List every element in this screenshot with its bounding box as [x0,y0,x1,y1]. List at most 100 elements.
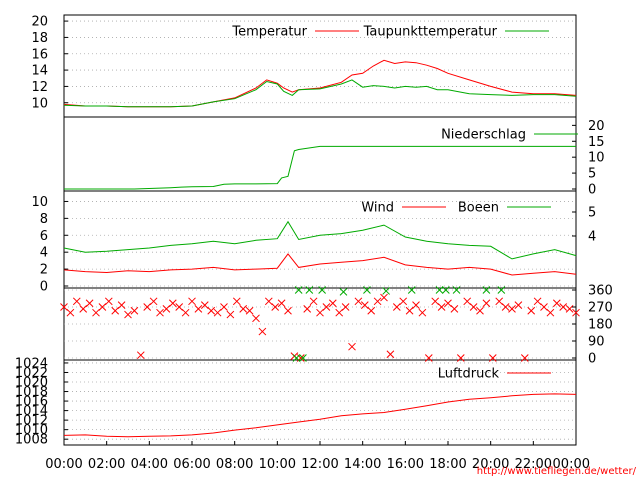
x-tick-label: 22:00 [515,457,552,472]
direction-marker-red [386,350,395,359]
direction-marker-green [482,286,491,294]
direction-marker-red [162,305,171,313]
marker-stroke [181,308,190,317]
marker-stroke [305,286,314,294]
y-tick-label-wind: 0 [40,280,48,295]
series-line-taupunkttemperatur [63,79,577,108]
x-tick-label: 16:00 [387,457,424,472]
marker-stroke [143,303,152,311]
x-tick-label: 02:00 [88,457,125,472]
direction-marker-red [252,314,260,323]
marker-stroke [450,305,459,313]
direction-marker-red [194,305,203,313]
direction-marker-red [168,299,177,308]
y-tick-label-temperature: 16 [31,47,48,62]
marker-stroke [175,303,184,311]
marker-stroke [527,306,536,315]
marker-stroke [482,286,491,294]
y-tick-label-temperature: 20 [31,15,48,30]
right-tick-label-wind_direction: 270 [588,301,613,316]
direction-marker-red [72,297,81,306]
direction-marker-red [412,301,420,309]
y-tick-label-wind: 6 [40,229,48,244]
marker-stroke [565,305,574,313]
y-tick-label-pressure: 1014 [15,404,48,419]
marker-stroke [572,308,580,317]
marker-stroke [546,308,555,317]
marker-stroke [424,354,433,362]
marker-stroke [72,297,81,306]
direction-marker-red [181,308,190,317]
direction-marker-green [292,354,301,362]
marker-stroke [194,305,203,313]
legend-label-luftdruck: Luftdruck [438,367,500,382]
direction-marker-red [463,297,472,306]
marker-stroke [303,305,312,313]
direction-marker-red [277,299,286,308]
right-tick-label-wind_direction: 90 [588,335,605,350]
direction-marker-red [316,308,324,317]
direction-marker-red [335,308,344,317]
direction-marker-red [450,305,459,313]
direction-marker-red [66,308,75,317]
direction-marker-green [294,286,303,294]
direction-marker-red [149,297,158,306]
marker-stroke [213,308,222,317]
y-tick-label-temperature: 18 [31,31,48,46]
marker-stroke [339,288,348,296]
marker-stroke [348,342,356,351]
direction-marker-green [305,286,314,294]
direction-marker-red [309,297,318,306]
marker-stroke [60,303,68,311]
direction-marker-red [124,310,132,319]
direction-marker-red [360,301,369,309]
direction-marker-red [136,351,145,360]
right-tick-label-wind_direction: 0 [588,352,596,367]
direction-marker-red [546,308,555,317]
direction-marker-red [373,297,382,306]
marker-stroke [252,314,260,323]
marker-stroke [552,299,561,308]
marker-stroke [168,299,177,308]
marker-stroke [136,351,145,360]
right-tick-label-precipitation: 10 [588,151,605,166]
credit-url: http://www.tiefliegen.de/wetter/ [477,466,637,477]
marker-stroke [309,297,318,306]
marker-stroke [418,308,427,317]
direction-marker-green [442,286,450,294]
direction-marker-red [245,306,254,315]
direction-marker-red [271,303,280,311]
direction-marker-red [514,301,523,309]
marker-stroke [508,305,516,313]
direction-marker-red [501,303,510,311]
marker-stroke [124,310,132,319]
marker-stroke [162,305,171,313]
direction-marker-green [407,286,416,294]
direction-marker-red [226,310,235,319]
x-tick-label: 00:00 [45,457,82,472]
direction-marker-red [341,303,350,311]
marker-stroke [476,306,484,315]
right-tick-label-wind_direction: 180 [588,318,613,333]
marker-stroke [452,286,461,294]
direction-marker-red [303,305,312,313]
series-line-boeen [63,220,577,260]
direction-marker-red [258,327,267,336]
marker-stroke [435,286,444,294]
marker-stroke [284,306,292,315]
direction-marker-red [220,303,228,311]
x-tick-label: 18:00 [429,457,466,472]
y-tick-label-temperature: 14 [31,64,48,79]
direction-marker-red [284,306,292,315]
marker-stroke [316,308,324,317]
marker-stroke [294,286,303,294]
marker-stroke [149,297,158,306]
marker-stroke [514,301,523,309]
direction-marker-red [527,306,536,315]
marker-stroke [533,297,542,306]
direction-marker-red [495,297,504,306]
direction-marker-red [469,303,478,311]
direction-marker-red [488,354,497,362]
marker-stroke [363,286,371,294]
